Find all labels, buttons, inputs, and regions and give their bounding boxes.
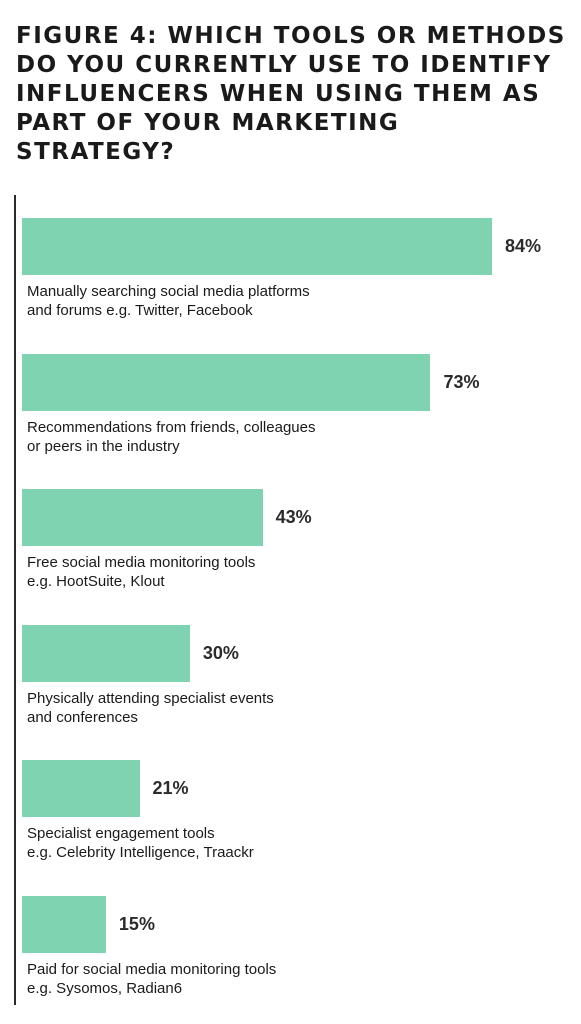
bar — [22, 353, 431, 411]
bar — [22, 489, 263, 547]
category-label: Free social media monitoring tools e.g. … — [27, 554, 256, 591]
value-label: 73% — [443, 371, 480, 392]
chart-title: FIGURE 4: WHICH TOOLS OR METHODS DO YOU … — [16, 23, 566, 165]
category-label: Specialist engagement tools e.g. Celebri… — [27, 825, 254, 862]
bar — [22, 896, 106, 953]
bar-group: 15% Paid for social media monitoring tool… — [22, 896, 562, 1006]
value-label: 43% — [275, 507, 312, 528]
value-label: 15% — [118, 914, 155, 934]
category-label: Manually searching social media platform… — [27, 283, 310, 319]
bar — [22, 760, 140, 818]
bar-group: 21% Specialist engagement tools e.g. Cele… — [22, 760, 562, 870]
bar-group: 84% Manually searching social media platf… — [22, 218, 562, 328]
value-label: 30% — [202, 642, 239, 663]
category-label: Paid for social media monitoring tools e… — [27, 961, 277, 997]
bar-group: 73% Recommendations from friends, colleag… — [22, 353, 562, 464]
bar — [22, 624, 190, 682]
value-label: 21% — [152, 778, 189, 799]
bar-group: 43% Free social media monitoring tools e.… — [22, 489, 562, 599]
category-label: Recommendations from friends, colleagues… — [27, 418, 316, 455]
y-axis-line — [14, 195, 16, 1005]
value-label: 84% — [505, 236, 542, 256]
category-label: Physically attending specialist events a… — [27, 689, 274, 726]
bar — [22, 218, 492, 275]
bar-group: 30% Physically attending specialist event… — [22, 624, 562, 735]
